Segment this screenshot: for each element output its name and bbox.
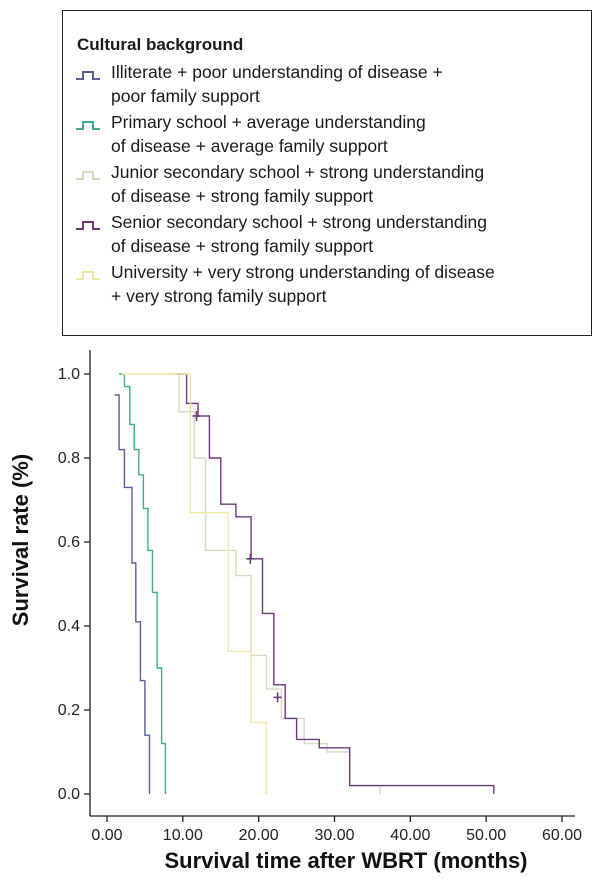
series-line-2 <box>163 373 381 794</box>
series-line-3 <box>175 373 495 794</box>
x-tick-label: 20.00 <box>239 827 279 844</box>
x-tick-label: 10.00 <box>163 827 203 844</box>
legend-label: Senior secondary school + strong underst… <box>111 212 488 256</box>
survival-chart: 0.0 0.2 0.4 0.6 0.8 1.0 0.00 10.00 20.00 30.00 40.… <box>8 350 582 873</box>
legend-label: University + very strong understanding o… <box>111 262 495 306</box>
legend-swatch <box>75 217 101 230</box>
series-line-1 <box>119 373 167 794</box>
censor-marks <box>192 411 282 703</box>
legend-label: Junior secondary school + strong underst… <box>111 162 485 206</box>
x-tick-label: 40.00 <box>390 827 430 844</box>
y-tick-label: 0.4 <box>58 618 80 635</box>
y-tick-label: 0.8 <box>58 450 80 467</box>
x-tick-label: 0.00 <box>91 827 122 844</box>
legend-title: Cultural background <box>77 35 244 54</box>
series-line-0 <box>114 394 151 794</box>
y-tick-label: 0.2 <box>58 702 80 719</box>
series-line-4 <box>122 373 267 794</box>
chart-series <box>114 373 495 794</box>
y-tick-label: 0.0 <box>58 786 80 803</box>
x-axis-title: Survival time after WBRT (months) <box>164 848 527 873</box>
legend-swatch <box>75 67 101 80</box>
chart-axes: 0.0 0.2 0.4 0.6 0.8 1.0 0.00 10.00 20.00 30.00 40.… <box>58 350 582 844</box>
x-tick-label: 60.00 <box>542 827 582 844</box>
x-tick-label: 30.00 <box>314 827 354 844</box>
y-tick-label: 1.0 <box>58 366 80 383</box>
legend-label: Illiterate + poor understanding of disea… <box>111 62 443 106</box>
legend-swatch <box>75 167 101 180</box>
legend-swatch <box>75 267 101 280</box>
legend: Cultural background Illiterate + poor un… <box>62 10 592 336</box>
y-tick-label: 0.6 <box>58 534 80 551</box>
x-tick-label: 50.00 <box>466 827 506 844</box>
legend-swatch <box>75 117 101 130</box>
legend-label: Primary school + average understanding of… <box>111 112 426 156</box>
y-axis-title: Survival rate (%) <box>8 454 33 626</box>
